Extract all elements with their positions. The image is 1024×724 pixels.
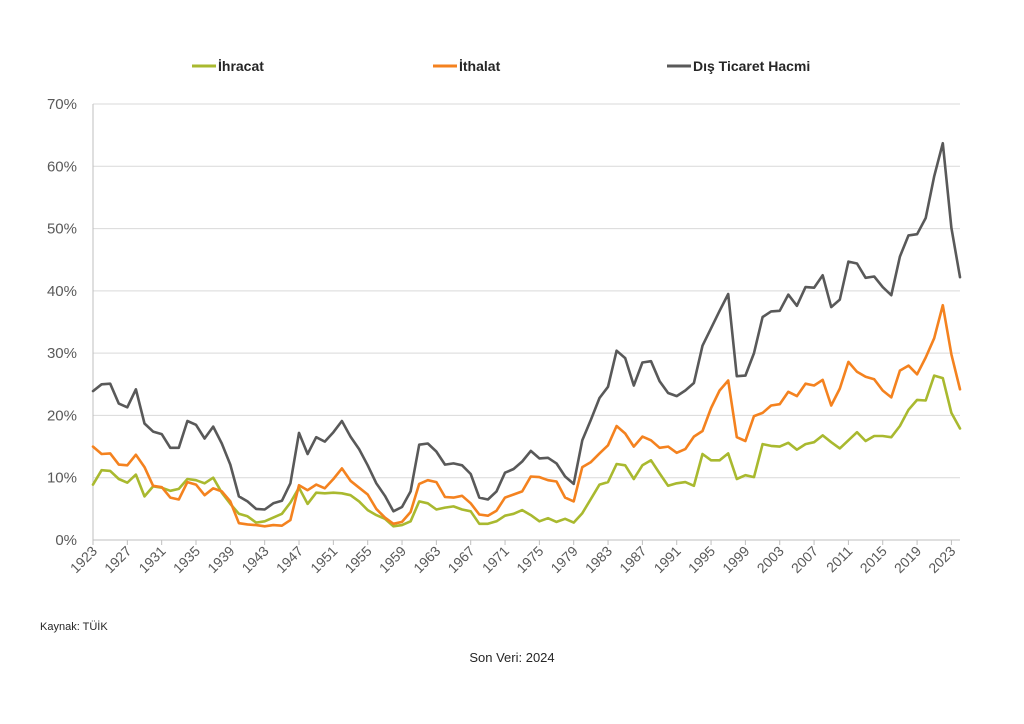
last-data-note: Son Veri: 2024	[469, 650, 555, 665]
y-tick-label: 20%	[47, 407, 77, 424]
x-tick-label: 1991	[650, 543, 683, 576]
x-tick-label: 2023	[925, 543, 958, 576]
y-tick-label: 60%	[47, 158, 77, 175]
y-tick-label: 50%	[47, 221, 77, 238]
x-tick-label: 1959	[376, 543, 409, 576]
y-tick-labels: 0% 10% 20% 30% 40% 50% 60% 70%	[47, 96, 77, 549]
series-lines	[91, 141, 962, 528]
series-line-i̇hracat	[91, 374, 962, 528]
x-tick-label: 1983	[582, 543, 615, 576]
x-tick-label: 1947	[273, 543, 306, 576]
x-tick-labels: 1923 1927 1931 1935 1939 1943 1947 1951 1955 1959…	[67, 540, 959, 576]
x-tick-label: 1975	[513, 543, 546, 576]
x-tick-label: 1987	[616, 543, 649, 576]
legend-label: İthalat	[459, 58, 501, 74]
legend: İhracat İthalat Dış Ticaret Hacmi	[192, 58, 810, 74]
x-tick-label: 1935	[170, 543, 203, 576]
legend-label: Dış Ticaret Hacmi	[693, 58, 810, 74]
source-label: Kaynak: TÜİK	[40, 621, 108, 633]
x-tick-label: 2003	[754, 543, 787, 576]
x-tick-label: 2007	[788, 543, 821, 576]
x-tick-label: 2011	[823, 543, 856, 576]
x-tick-label: 2019	[891, 543, 924, 576]
x-tick-label: 2015	[857, 543, 890, 576]
axes	[92, 104, 960, 541]
x-tick-label: 1943	[238, 543, 271, 576]
x-tick-label: 1967	[444, 543, 477, 576]
x-tick-label: 1963	[410, 543, 443, 576]
y-tick-label: 40%	[47, 283, 77, 300]
x-tick-label: 1951	[307, 543, 340, 576]
x-tick-label: 1995	[685, 543, 718, 576]
y-gridlines	[93, 103, 960, 479]
y-tick-label: 0%	[55, 532, 77, 549]
x-tick-label: 1955	[341, 543, 374, 576]
y-tick-label: 70%	[47, 96, 77, 113]
legend-label: İhracat	[218, 58, 264, 74]
series-line-i̇thalat	[91, 303, 962, 528]
x-tick-label: 1999	[719, 543, 752, 576]
x-tick-label: 1927	[101, 543, 134, 576]
x-tick-label: 1939	[204, 543, 237, 576]
x-tick-label: 1971	[479, 543, 512, 576]
series-line-dış-ticaret-hacmi	[91, 141, 962, 513]
y-tick-label: 10%	[47, 470, 77, 487]
y-tick-label: 30%	[47, 345, 77, 362]
x-tick-label: 1931	[135, 543, 168, 576]
x-tick-label: 1979	[547, 543, 580, 576]
